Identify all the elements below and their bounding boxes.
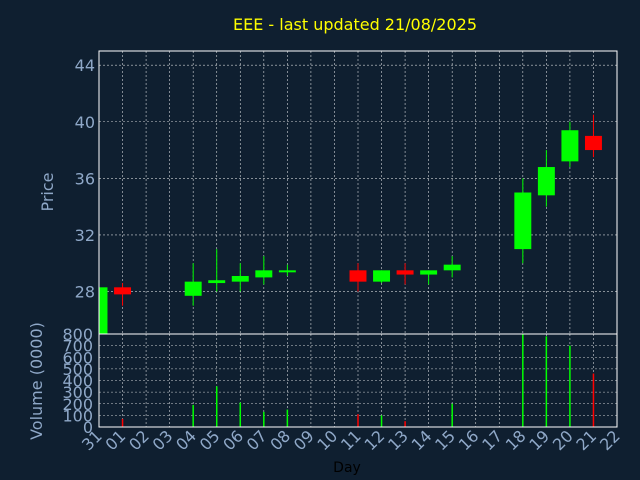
x-tick-label: 22 — [596, 426, 624, 454]
candle-body — [373, 270, 391, 282]
volume-bar — [239, 402, 242, 427]
price-tick-label: 44 — [75, 56, 95, 75]
candle-body — [349, 270, 367, 282]
x-tick-labels: 3101020304050607080910111213141516171819… — [78, 426, 624, 454]
volume-tick-label: 100 — [62, 406, 93, 425]
candle-body — [114, 287, 132, 295]
candle-body — [255, 270, 273, 278]
volume-axis-label: Volume (0000) — [27, 322, 46, 440]
price-axis-label: Price — [38, 172, 57, 211]
candle-body — [514, 192, 532, 250]
price-tick-label: 36 — [75, 169, 95, 188]
candle-body — [443, 264, 461, 271]
volume-plot-border — [98, 333, 618, 428]
volume-tick-label: 0 — [83, 418, 93, 437]
volume-bar — [215, 386, 218, 427]
volume-bar — [263, 411, 265, 427]
candle-body — [99, 287, 108, 334]
candle-body — [278, 270, 296, 273]
volume-bar — [451, 403, 453, 427]
volume-tick-label: 800 — [62, 325, 93, 344]
volume-bar — [592, 373, 595, 427]
price-tick-label: 32 — [75, 226, 95, 245]
price-tick-label: 28 — [75, 283, 95, 302]
volume-tick-label: 300 — [62, 383, 93, 402]
volume-bar — [569, 345, 571, 427]
volume-tick-label: 700 — [62, 337, 93, 356]
volume-tick-label: 500 — [62, 360, 93, 379]
candle-body — [420, 270, 438, 275]
price-tick-label: 40 — [75, 113, 95, 132]
volume-bar — [121, 418, 124, 427]
volume-bar — [545, 336, 548, 427]
candle-body — [584, 135, 602, 151]
volume-bar — [522, 334, 524, 427]
candle-body — [208, 280, 226, 284]
candle-body — [231, 275, 249, 282]
candle-body — [184, 281, 202, 296]
volume-tick-label: 600 — [62, 348, 93, 367]
volume-tick-label: 400 — [62, 372, 93, 391]
chart-title: EEE - last updated 21/08/2025 — [233, 15, 477, 34]
candle-body — [561, 130, 579, 162]
candle-body — [396, 270, 414, 275]
volume-bar — [380, 415, 383, 427]
candle-body — [537, 167, 555, 196]
x-axis-label: Day — [333, 460, 361, 476]
volume-bar — [357, 414, 359, 427]
volume-bar — [192, 404, 194, 427]
volume-tick-label: 200 — [62, 395, 93, 414]
volume-bar — [286, 409, 289, 427]
price-panel: 28 32 36 40 44 — [75, 50, 618, 335]
volume-bar — [404, 421, 406, 427]
